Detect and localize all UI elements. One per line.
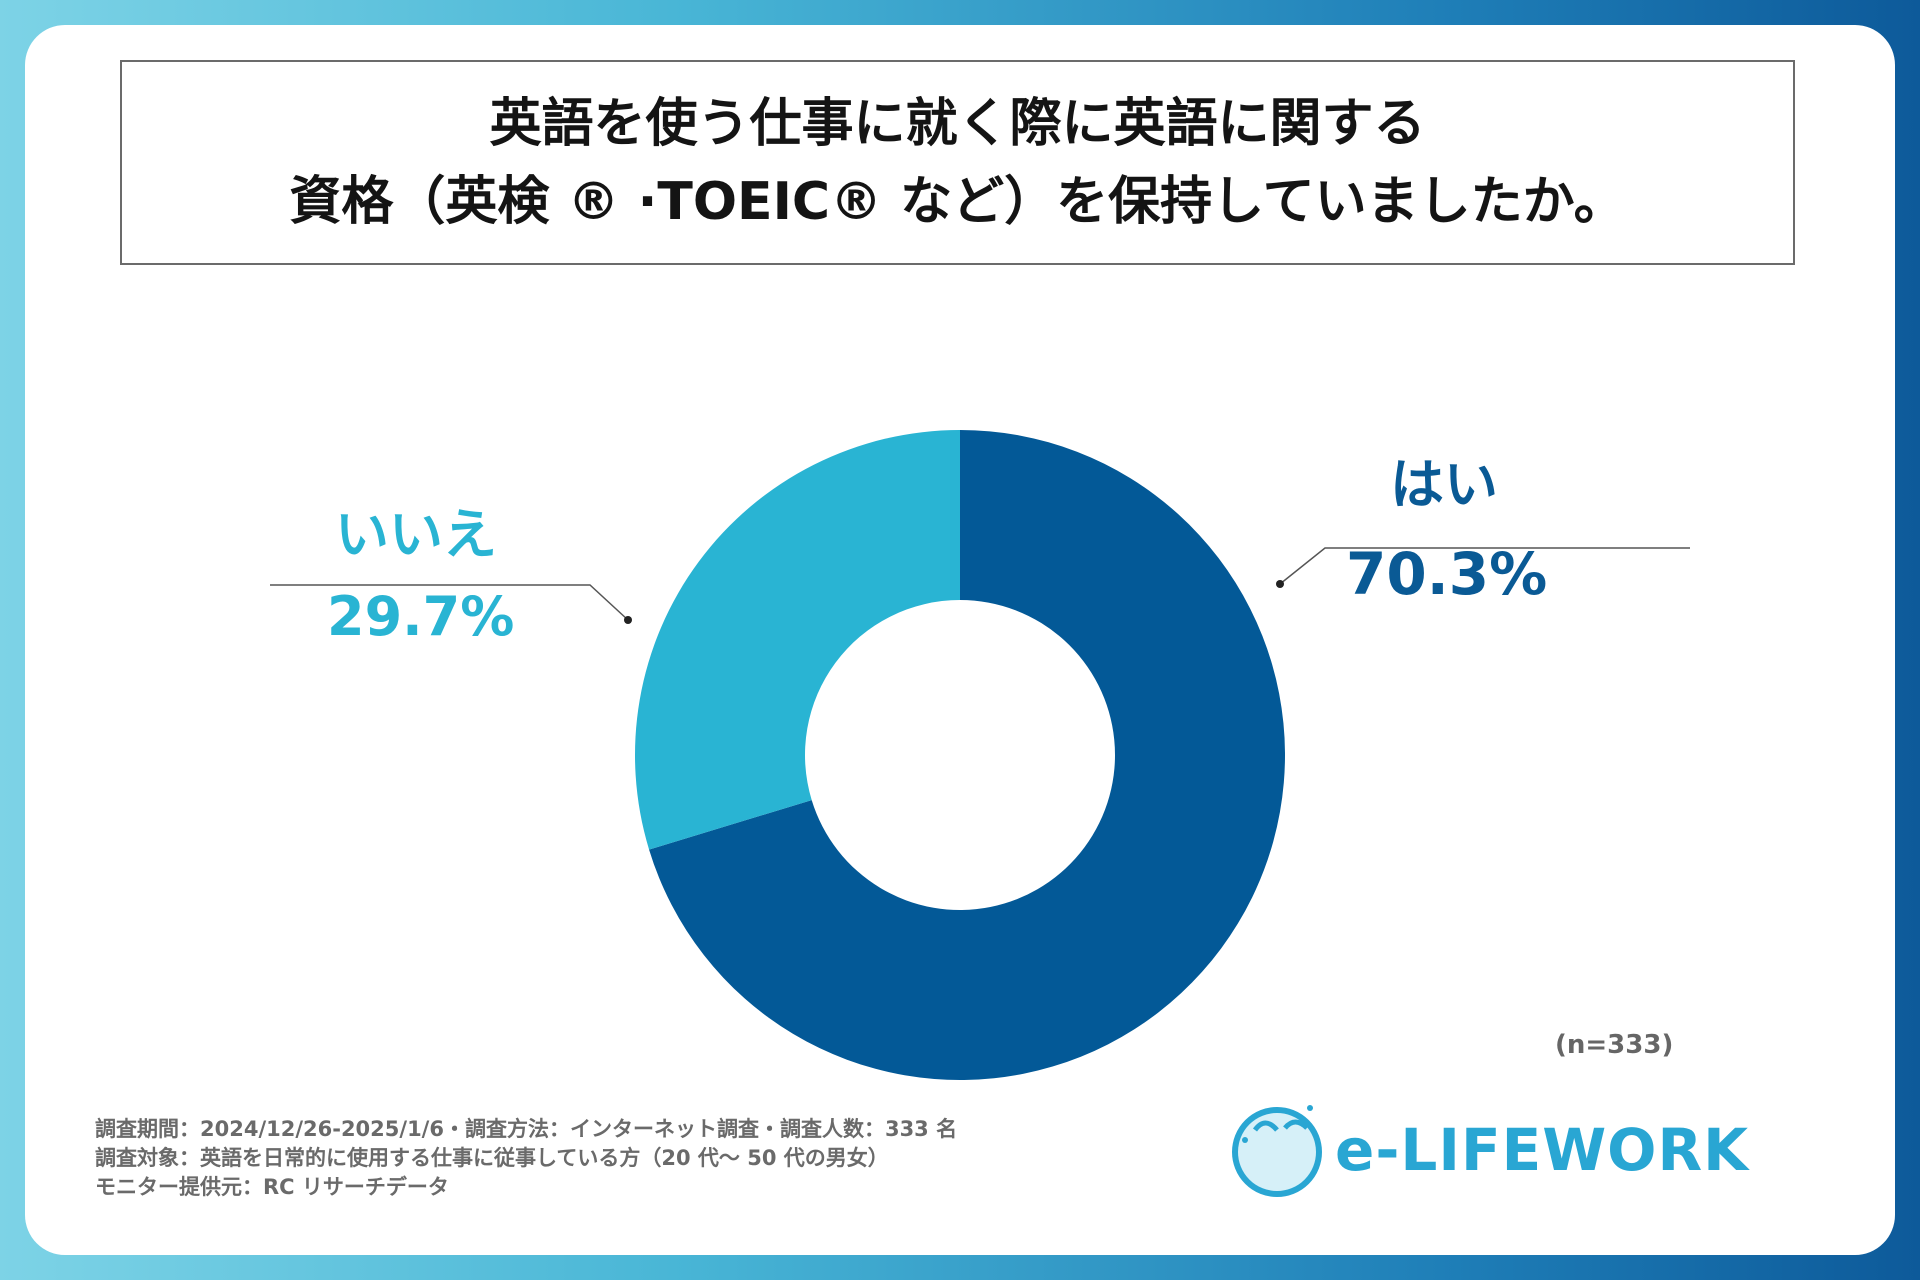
brand-logo: e-LIFEWORK — [1215, 1090, 1790, 1200]
survey-notes: 調査期間：2024/12/26-2025/1/6・調査方法：インターネット調査・… — [95, 1115, 957, 1202]
value-yes: 70.3% — [1346, 540, 1548, 608]
leader-line-no — [270, 584, 629, 621]
chart-title: 英語を使う仕事に就く際に英語に関する 資格（英検 ® ·TOEIC® など）を保… — [120, 60, 1795, 265]
note-period: 調査期間：2024/12/26-2025/1/6・調査方法：インターネット調査・… — [95, 1117, 958, 1141]
sample-size: (n=333) — [1555, 1030, 1674, 1060]
label-no: いいえ — [335, 503, 497, 566]
slice-yes — [649, 430, 1285, 1080]
label-yes: はい — [1390, 453, 1498, 516]
slice-no — [635, 430, 960, 850]
title-line-2: 資格（英検 ® ·TOEIC® など）を保持していましたか。 — [289, 171, 1626, 232]
leader-dot-no — [624, 616, 632, 624]
logo-text: e-LIFEWORK — [1335, 1116, 1750, 1184]
value-no: 29.7% — [327, 585, 515, 648]
note-source: モニター提供元：RC リサーチデータ — [95, 1175, 449, 1199]
logo-mark-icon — [1232, 1105, 1322, 1197]
note-target: 調査対象：英語を日常的に使用する仕事に従事している方（20 代～ 50 代の男女… — [95, 1146, 889, 1170]
leader-dot-yes — [1276, 580, 1284, 588]
title-line-1: 英語を使う仕事に就く際に英語に関する — [489, 93, 1426, 154]
leader-line-yes — [1279, 547, 1690, 585]
